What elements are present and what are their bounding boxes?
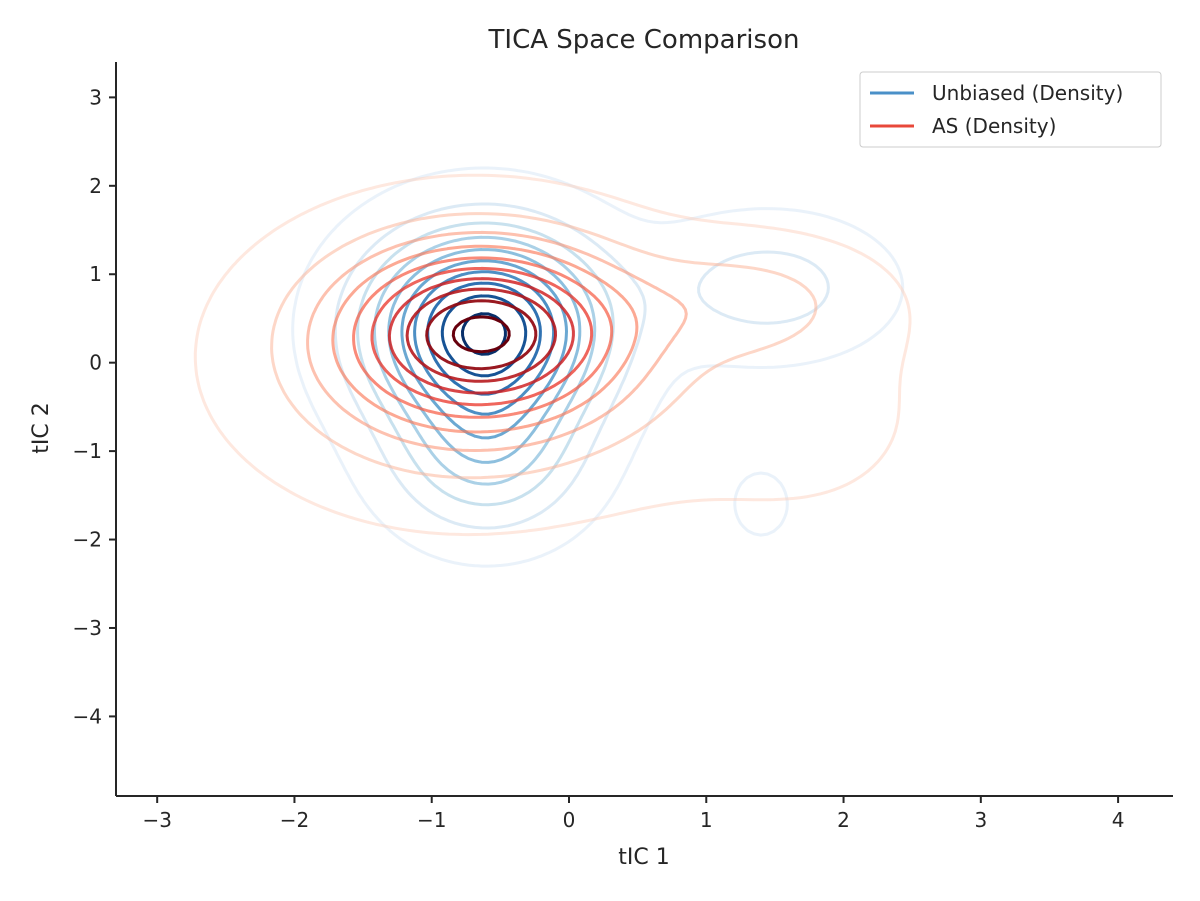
chart-title: TICA Space Comparison (488, 25, 800, 55)
contour-level-as-7 (387, 277, 575, 395)
contour-level-as-8 (405, 287, 557, 383)
x-tick-label: 1 (700, 808, 713, 832)
y-tick-label: −2 (73, 528, 102, 552)
legend-label-as: AS (Density) (932, 114, 1056, 138)
y-tick-label: 2 (89, 174, 102, 198)
contour-layer (193, 166, 912, 568)
contour-level-unbiased-3 (356, 221, 615, 507)
legend-frame (859, 71, 1162, 148)
y-tick-label: 1 (89, 262, 102, 286)
contour-level-as-3 (306, 230, 688, 452)
contour-level-as-9 (425, 299, 538, 371)
y-tick-label: −1 (73, 439, 102, 463)
y-tick-label: −3 (73, 616, 102, 640)
contour-level-as-4 (331, 244, 639, 434)
x-tick-label: 3 (974, 808, 987, 832)
legend: Unbiased (Density) AS (Density) (859, 71, 1162, 148)
contour-level-as-10 (451, 315, 511, 354)
y-tick-label: −4 (73, 704, 102, 728)
x-tick-label: 4 (1112, 808, 1125, 832)
x-tick-label: −3 (142, 808, 171, 832)
y-axis-label: tIC 2 (29, 402, 54, 453)
y-tick-label: 3 (89, 85, 102, 109)
contour-level-as-1 (193, 173, 912, 537)
x-axis-label: tIC 1 (618, 845, 669, 870)
contour-level-as-2 (270, 212, 818, 480)
x-tick-label: 2 (837, 808, 850, 832)
axes: −3 −2 −1 0 1 2 3 4 −4 −3 −2 −1 0 1 2 3 (73, 62, 1173, 832)
contour-level-as-6 (370, 266, 594, 407)
legend-label-unbiased: Unbiased (Density) (932, 81, 1123, 105)
contour-level-unbiased-7 (413, 270, 556, 416)
x-tick-label: −2 (280, 808, 309, 832)
y-tick-label: 0 (89, 351, 102, 375)
contours-as (193, 173, 912, 537)
contour-level-unbiased-1 (291, 166, 905, 568)
x-tick-label: 0 (563, 808, 576, 832)
x-tick-label: −1 (417, 808, 446, 832)
contour-level-unbiased-4 (373, 235, 597, 486)
contour-level-as-5 (352, 256, 614, 419)
